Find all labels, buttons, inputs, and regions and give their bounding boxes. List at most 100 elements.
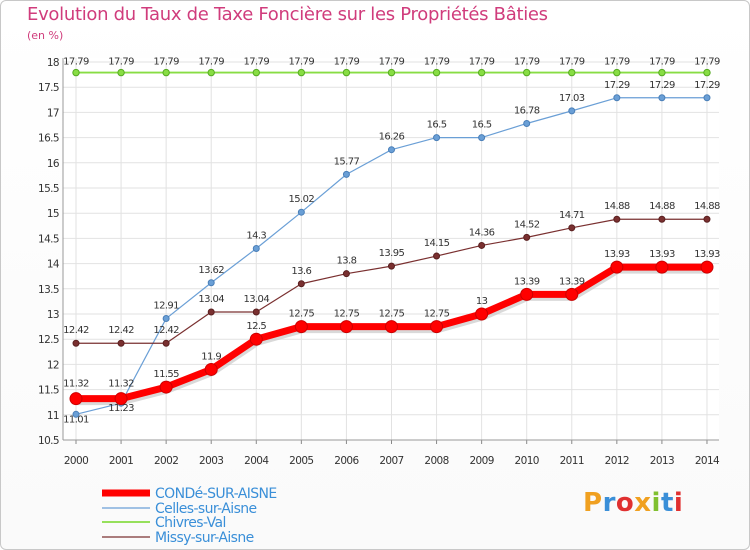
logo-letter: i: [651, 488, 661, 518]
data-point: [568, 68, 576, 77]
y-tick-label: 17: [47, 107, 59, 119]
data-label: 11.32: [63, 379, 89, 390]
x-tick-label: 2012: [605, 455, 629, 467]
data-point: [475, 307, 489, 321]
data-label: 13.04: [243, 294, 269, 305]
data-point: [432, 68, 441, 77]
data-point: [204, 362, 218, 376]
x-tick-label: 2004: [244, 455, 269, 467]
data-label: 17.79: [469, 57, 495, 68]
logo-letter: i: [673, 488, 684, 518]
data-point: [703, 68, 711, 77]
data-point: [162, 339, 170, 347]
data-label: 17.79: [604, 57, 630, 68]
x-tick-label: 2014: [695, 455, 720, 467]
y-tick-label: 14.5: [38, 233, 59, 245]
data-label: 12.42: [63, 325, 89, 336]
legend-label: Chivres-Val: [155, 515, 226, 531]
data-label: 13: [476, 296, 488, 307]
y-tick-label: 13: [47, 309, 59, 321]
data-point: [477, 68, 486, 77]
data-point: [297, 280, 305, 288]
data-label: 12.5: [246, 321, 266, 332]
data-point: [117, 68, 125, 77]
y-tick-label: 13.5: [38, 284, 59, 296]
data-label: 14.3: [246, 230, 266, 241]
x-tick-label: 2007: [379, 455, 403, 467]
legend-label: CONDé-SUR-AISNE: [155, 486, 277, 502]
data-point: [159, 380, 173, 394]
x-tick-label: 2003: [199, 455, 223, 467]
data-label: 14.36: [469, 227, 495, 238]
x-tick-label: 2006: [334, 455, 359, 467]
logo-letter: o: [615, 488, 635, 518]
legend-label: Missy-sur-Aisne: [155, 530, 254, 546]
data-point: [387, 68, 396, 77]
data-label: 13.8: [336, 256, 356, 267]
data-point: [520, 287, 534, 301]
data-point: [297, 208, 305, 216]
data-point: [523, 119, 531, 127]
data-point: [252, 244, 260, 252]
data-point: [610, 260, 624, 274]
series-0: [69, 260, 714, 406]
data-point: [568, 107, 576, 115]
data-point: [387, 262, 395, 270]
data-label: 13.39: [559, 276, 585, 287]
data-point: [207, 68, 215, 77]
data-point: [565, 287, 579, 301]
logo-letter: r: [602, 488, 616, 518]
data-label: 14.88: [694, 201, 720, 212]
data-label: 17.79: [153, 57, 179, 68]
data-point: [294, 320, 308, 334]
data-label: 16.26: [379, 132, 405, 143]
data-point: [114, 392, 128, 406]
data-point: [207, 308, 215, 316]
data-label: 17.79: [379, 57, 405, 68]
data-label: 12.75: [334, 309, 360, 320]
data-point: [249, 332, 263, 346]
data-point: [613, 94, 621, 102]
data-label: 16.5: [472, 120, 492, 131]
data-point: [433, 134, 441, 142]
y-tick-label: 11.5: [38, 385, 59, 397]
data-label: 11.01: [63, 414, 89, 425]
data-label: 12.42: [108, 325, 134, 336]
x-tick-label: 2010: [515, 455, 539, 467]
data-label: 11.9: [201, 351, 221, 362]
y-tick-label: 18: [47, 57, 59, 69]
data-label: 13.93: [694, 249, 720, 260]
data-point: [568, 224, 576, 232]
data-label: 12.75: [379, 309, 405, 320]
y-tick-label: 14: [47, 259, 60, 271]
data-label: 15.02: [289, 194, 315, 205]
y-tick-label: 16.5: [38, 133, 59, 145]
data-point: [433, 252, 441, 260]
y-axis-label: (en %): [27, 29, 64, 42]
data-label: 17.79: [334, 57, 360, 68]
data-label: 17.03: [559, 93, 585, 104]
data-label: 16.5: [427, 120, 447, 131]
x-tick-label: 2013: [650, 455, 674, 467]
data-label: 17.79: [649, 57, 675, 68]
data-point: [700, 260, 714, 274]
data-point: [478, 241, 486, 249]
data-label: 17.29: [694, 80, 720, 91]
data-label: 13.93: [649, 249, 675, 260]
y-tick-label: 15.5: [38, 183, 59, 195]
data-point: [430, 320, 444, 334]
data-point: [342, 68, 351, 77]
data-point: [613, 68, 621, 77]
data-point: [162, 315, 170, 323]
data-label: 12.75: [424, 309, 450, 320]
data-point: [655, 260, 669, 274]
x-tick-label: 2008: [424, 455, 448, 467]
series-1: [72, 94, 711, 418]
y-tick-label: 11: [47, 410, 59, 422]
y-tick-label: 12.5: [38, 334, 59, 346]
data-point: [252, 308, 260, 316]
data-label: 17.29: [604, 80, 630, 91]
data-label: 13.04: [198, 294, 224, 305]
data-point: [342, 170, 350, 178]
